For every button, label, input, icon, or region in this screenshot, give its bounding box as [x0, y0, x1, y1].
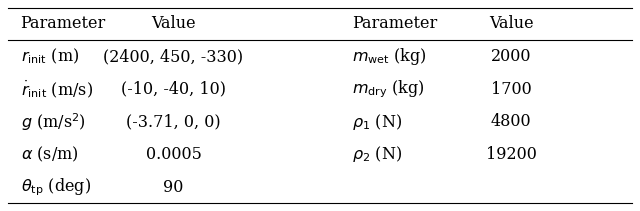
Text: Parameter: Parameter	[20, 15, 106, 32]
Text: (-3.71, 0, 0): (-3.71, 0, 0)	[126, 113, 221, 130]
Text: $m_\mathrm{wet}$ (kg): $m_\mathrm{wet}$ (kg)	[352, 46, 427, 67]
Text: $\rho_2$ (N): $\rho_2$ (N)	[352, 145, 402, 164]
Text: Parameter: Parameter	[352, 15, 437, 32]
Text: 1700: 1700	[491, 81, 532, 98]
Text: 90: 90	[163, 179, 184, 196]
Text: $\theta_\mathrm{tp}$ (deg): $\theta_\mathrm{tp}$ (deg)	[20, 176, 90, 198]
Text: 0.0005: 0.0005	[145, 146, 202, 163]
Text: $\alpha$ (s/m): $\alpha$ (s/m)	[20, 145, 78, 164]
Text: $m_\mathrm{dry}$ (kg): $m_\mathrm{dry}$ (kg)	[352, 78, 424, 100]
Text: Value: Value	[151, 15, 196, 32]
Text: (-10, -40, 10): (-10, -40, 10)	[121, 81, 226, 98]
Text: (2400, 450, -330): (2400, 450, -330)	[104, 48, 243, 65]
Text: 2000: 2000	[491, 48, 531, 65]
Text: 19200: 19200	[486, 146, 536, 163]
Text: 4800: 4800	[491, 113, 531, 130]
Text: $g$ (m/s$^2$): $g$ (m/s$^2$)	[20, 111, 86, 133]
Text: $r_\mathrm{init}$ (m): $r_\mathrm{init}$ (m)	[20, 47, 79, 66]
Text: $\rho_1$ (N): $\rho_1$ (N)	[352, 112, 402, 132]
Text: Value: Value	[489, 15, 534, 32]
Text: $\dot{r}_\mathrm{init}$ (m/s): $\dot{r}_\mathrm{init}$ (m/s)	[20, 78, 93, 100]
